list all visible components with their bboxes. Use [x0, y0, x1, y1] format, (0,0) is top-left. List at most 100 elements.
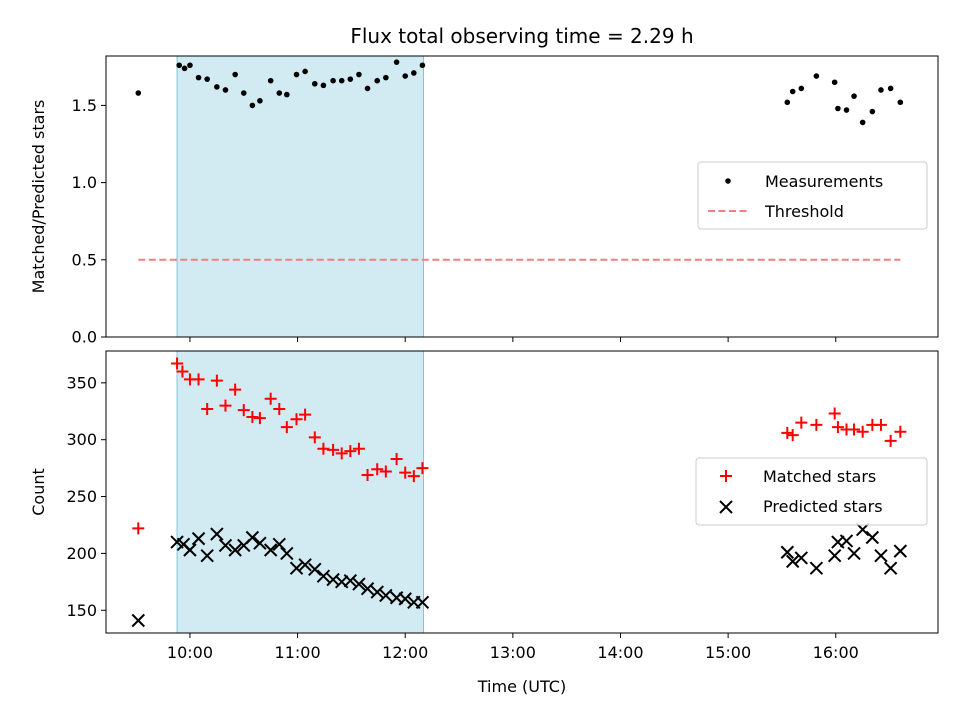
predicted-star-point	[272, 537, 286, 552]
matched-star-point	[795, 416, 808, 429]
top-observing-span	[176, 55, 425, 338]
predicted-star-point	[370, 585, 384, 599]
measurement-point	[232, 71, 238, 78]
bottom-ytick-label: 250	[66, 487, 97, 506]
measurement-point	[356, 71, 362, 78]
predicted-star-point	[883, 561, 898, 575]
predicted-star-point	[228, 543, 242, 557]
measurement-point	[784, 99, 791, 106]
predicted-star-point	[794, 551, 809, 565]
legend-threshold-label: Threshold	[764, 202, 844, 221]
predicted-star-point	[200, 548, 214, 563]
xtick-label: 16:00	[813, 643, 859, 662]
matched-star-point	[831, 421, 844, 434]
legend-predicted-marker	[719, 500, 733, 514]
xtick-label: 12:00	[382, 643, 428, 662]
matched-star-point	[781, 426, 794, 439]
measurement-point	[267, 77, 274, 84]
legend-predicted-label: Predicted stars	[763, 497, 883, 516]
xtick-label: 14:00	[597, 643, 643, 662]
measurement-point	[859, 119, 866, 126]
measurement-point	[276, 90, 283, 96]
measurement-point	[249, 102, 256, 109]
measurement-point	[195, 74, 202, 81]
measurement-point	[897, 99, 904, 106]
measurement-point	[284, 91, 290, 98]
matched-star-point	[786, 429, 799, 442]
predicted-star-point	[263, 543, 278, 557]
measurement-point	[330, 77, 336, 84]
measurement-point	[257, 97, 263, 104]
bottom-ytick-label: 150	[66, 601, 97, 620]
predicted-star-point	[809, 561, 824, 575]
matched-star-point	[856, 425, 869, 438]
measurement-point	[374, 77, 381, 84]
bottom-observing-span	[176, 350, 425, 634]
predicted-star-point	[874, 548, 888, 563]
matched-star-point	[273, 402, 286, 415]
bottom-ytick-label: 300	[66, 430, 97, 449]
measurement-point	[181, 65, 188, 72]
predicted-star-point	[379, 588, 393, 603]
measurement-point	[320, 82, 327, 89]
xtick-label: 10:00	[167, 643, 213, 662]
top-plot: 0.0 0.5 1.0 1.5 Matched/Predicted stars Measu…	[29, 55, 939, 347]
matched-star-point	[210, 374, 223, 387]
matched-star-point	[317, 442, 330, 455]
matched-star-point	[416, 462, 429, 475]
measurement-point	[293, 71, 300, 78]
predicted-star-point	[218, 538, 233, 553]
measurement-point	[383, 74, 389, 81]
predicted-star-point	[343, 573, 358, 588]
predicted-star-point	[245, 530, 260, 545]
measurement-point	[364, 85, 371, 92]
matched-star-point	[399, 466, 412, 479]
predicted-star-point	[865, 530, 880, 545]
predicted-star-point	[298, 558, 312, 572]
bottom-y-axis-label: Count	[29, 468, 48, 516]
matched-star-point	[344, 445, 357, 458]
top-ytick-label: 0.0	[72, 328, 97, 347]
predicted-star-point	[827, 548, 842, 563]
measurement-point	[851, 93, 857, 99]
matched-star-point	[192, 373, 205, 386]
measurement-point	[393, 59, 400, 65]
measurement-point	[338, 77, 345, 84]
matched-star-point	[894, 425, 907, 438]
bottom-legend-box	[695, 457, 928, 526]
matched-star-point	[352, 442, 365, 455]
predicted-star-point	[289, 561, 304, 575]
matched-star-point	[176, 365, 189, 378]
matched-star-point	[361, 468, 374, 481]
matched-star-point	[874, 418, 887, 431]
measurement-point	[813, 73, 820, 79]
bottom-ytick-label: 200	[66, 544, 97, 563]
matched-star-point	[884, 434, 897, 447]
predicted-star-point	[839, 534, 854, 548]
predicted-star-point	[280, 546, 294, 561]
measurement-point	[240, 90, 247, 96]
matched-star-point	[810, 418, 823, 431]
measurement-point	[187, 62, 193, 69]
matched-star-point	[828, 407, 841, 420]
predicted-star-point	[785, 554, 800, 569]
measurement-point	[135, 90, 142, 96]
legend-matched-label: Matched stars	[763, 467, 876, 486]
matched-star-point	[848, 423, 861, 436]
matched-star-point	[171, 357, 184, 370]
matched-star-point	[201, 402, 214, 415]
top-legend-box	[697, 161, 928, 230]
predicted-star-point	[893, 544, 908, 558]
matched-star-point	[253, 412, 266, 425]
xtick-label: 11:00	[275, 643, 321, 662]
top-ytick-label: 0.5	[72, 250, 97, 269]
measurement-point	[878, 87, 884, 93]
predicted-star-point	[316, 569, 331, 583]
measurement-point	[402, 73, 409, 79]
matched-star-point	[335, 447, 348, 460]
matched-star-point	[371, 463, 384, 476]
matched-star-point	[390, 453, 403, 466]
predicted-star-point	[308, 562, 322, 577]
